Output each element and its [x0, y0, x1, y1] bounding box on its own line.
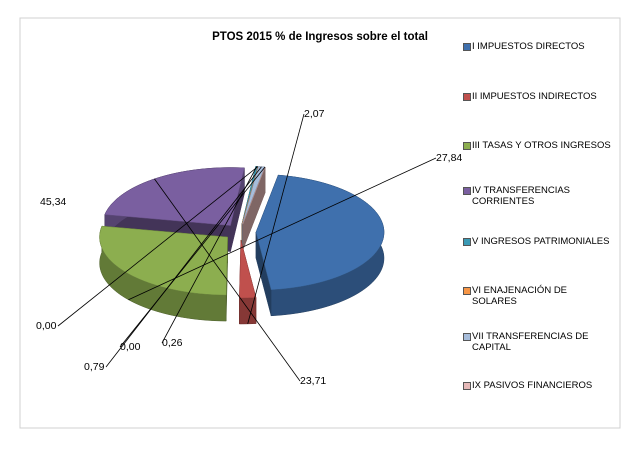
legend-label: VII TRANSFERENCIAS DE CAPITAL — [472, 331, 589, 353]
slice-top — [239, 239, 257, 299]
data-label: 2,07 — [304, 108, 325, 120]
legend-swatch — [463, 187, 471, 195]
slice-top — [99, 225, 228, 296]
legend-item: V INGRESOS PATRIMONIALES — [463, 236, 613, 247]
data-label: 0,00 — [120, 341, 141, 353]
chart-frame — [19, 17, 621, 429]
legend-label: VI ENAJENACIÓN DE SOLARES — [472, 285, 568, 307]
legend-item: III TASAS Y OTROS INGRESOS — [463, 140, 613, 151]
data-label: 45,34 — [40, 196, 66, 208]
legend-item: VII TRANSFERENCIAS DE CAPITAL — [463, 331, 613, 353]
leader-line — [128, 157, 437, 301]
legend-label: IV TRANSFERENCIAS CORRIENTES — [472, 185, 571, 207]
slice-top — [242, 166, 265, 225]
data-label: 0,26 — [162, 337, 183, 349]
legend-label: V INGRESOS PATRIMONIALES — [472, 236, 610, 247]
legend-label: I IMPUESTOS DIRECTOS — [472, 41, 585, 52]
legend-label: II IMPUESTOS INDIRECTOS — [472, 91, 597, 102]
data-label: 27,84 — [436, 152, 462, 164]
slice-top — [104, 167, 245, 226]
legend-label: IX PASIVOS FINANCIEROS — [472, 380, 593, 391]
legend-item: VI ENAJENACIÓN DE SOLARES — [463, 285, 613, 307]
legend-swatch — [463, 333, 471, 341]
legend-item: II IMPUESTOS INDIRECTOS — [463, 91, 613, 102]
leader-line — [57, 166, 259, 327]
leader-line — [154, 178, 301, 382]
leader-line — [119, 166, 266, 348]
chart-title: PTOS 2015 % de Ingresos sobre el total — [212, 31, 428, 43]
leader-line — [247, 113, 305, 325]
legend-swatch — [463, 142, 471, 150]
legend-swatch — [463, 382, 471, 390]
data-label: 0,00 — [36, 320, 57, 332]
data-label: 0,79 — [84, 361, 105, 373]
slice-top — [255, 174, 385, 291]
legend-item: IV TRANSFERENCIAS CORRIENTES — [463, 185, 613, 207]
legend-item: IX PASIVOS FINANCIEROS — [463, 380, 613, 391]
leader-line — [105, 166, 262, 368]
legend-swatch — [463, 238, 471, 246]
legend-item: I IMPUESTOS DIRECTOS — [463, 41, 613, 52]
legend-swatch — [463, 287, 471, 295]
leader-line — [161, 166, 258, 344]
legend-swatch — [463, 43, 471, 51]
legend-swatch — [463, 93, 471, 101]
legend-label: III TASAS Y OTROS INGRESOS — [472, 140, 611, 151]
data-label: 23,71 — [300, 375, 326, 387]
